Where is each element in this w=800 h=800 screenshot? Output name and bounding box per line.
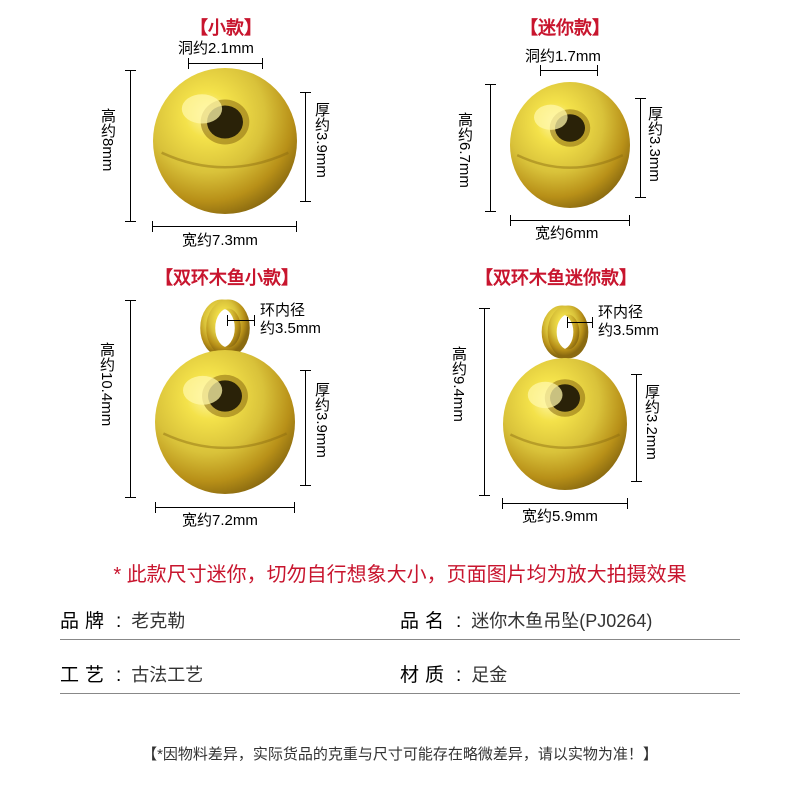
dim-label: 高约6.7mm bbox=[455, 112, 473, 188]
dim-label: 高约10.4mm bbox=[97, 342, 115, 426]
dim-label: 环内径 bbox=[260, 302, 305, 320]
dimension-line bbox=[305, 370, 306, 486]
dim-label: 洞约2.1mm bbox=[178, 40, 254, 58]
dim-label: 宽约5.9mm bbox=[522, 508, 598, 526]
spec-label: 品名 bbox=[400, 606, 450, 633]
gold-bead bbox=[503, 358, 627, 490]
spec-value: 迷你木鱼吊坠(PJ0264) bbox=[471, 607, 652, 633]
dim-label: 高约9.4mm bbox=[449, 346, 467, 422]
dimension-line bbox=[510, 220, 630, 221]
spec-cell: 品牌:老克勒 bbox=[60, 606, 400, 633]
dimension-line bbox=[188, 63, 263, 64]
spec-label: 品牌 bbox=[60, 606, 110, 633]
dim-label: 厚约3.9mm bbox=[312, 102, 330, 178]
spec-cell: 材质:足金 bbox=[400, 660, 740, 687]
dim-label: 约3.5mm bbox=[260, 320, 321, 338]
dim-label: 约3.5mm bbox=[598, 322, 659, 340]
dimension-line bbox=[152, 226, 297, 227]
dimension-line bbox=[502, 503, 628, 504]
gold-bead bbox=[155, 350, 295, 494]
dim-label: 洞约1.7mm bbox=[525, 48, 601, 66]
dimension-line bbox=[227, 320, 255, 321]
spec-cell: 品名:迷你木鱼吊坠(PJ0264) bbox=[400, 606, 740, 633]
dim-label: 厚约3.3mm bbox=[645, 106, 663, 182]
variant-title: 【双环木鱼小款】 bbox=[155, 264, 299, 290]
dim-label: 环内径 bbox=[598, 304, 643, 322]
variant-title: 【迷你款】 bbox=[520, 14, 610, 40]
variant-title: 【小款】 bbox=[190, 14, 262, 40]
spec-value: 足金 bbox=[471, 661, 507, 687]
warning-text: * 此款尺寸迷你，切勿自行想象大小，页面图片均为放大拍摄效果 bbox=[0, 558, 800, 587]
dimension-line bbox=[490, 84, 491, 212]
variant-title: 【双环木鱼迷你款】 bbox=[475, 264, 637, 290]
spec-label: 工艺 bbox=[60, 660, 110, 687]
spec-label: 材质 bbox=[400, 660, 450, 687]
dim-label: 高约8mm bbox=[98, 108, 116, 171]
dimension-line bbox=[130, 300, 131, 498]
dimension-line bbox=[636, 374, 637, 482]
dimension-line bbox=[305, 92, 306, 202]
dim-label: 厚约3.2mm bbox=[642, 384, 660, 460]
spec-cell: 工艺:古法工艺 bbox=[60, 660, 400, 687]
gold-bead bbox=[510, 82, 630, 208]
dimension-line bbox=[567, 322, 593, 323]
dim-label: 厚约3.9mm bbox=[312, 382, 330, 458]
spec-value: 古法工艺 bbox=[131, 661, 203, 687]
footer-disclaimer: 【*因物料差异，实际货品的克重与尺寸可能存在略微差异，请以实物为准！】 bbox=[0, 743, 800, 764]
dimension-line bbox=[640, 98, 641, 198]
gold-bead bbox=[153, 68, 297, 214]
spec-value: 老克勒 bbox=[131, 607, 185, 633]
dimension-line bbox=[540, 70, 598, 71]
dimension-line bbox=[130, 70, 131, 222]
dim-label: 宽约7.2mm bbox=[182, 512, 258, 530]
spec-row: 工艺:古法工艺材质:足金 bbox=[60, 660, 740, 694]
spec-row: 品牌:老克勒品名:迷你木鱼吊坠(PJ0264) bbox=[60, 606, 740, 640]
dimension-line bbox=[155, 507, 295, 508]
dim-label: 宽约7.3mm bbox=[182, 232, 258, 250]
dim-label: 宽约6mm bbox=[535, 225, 598, 243]
dimension-line bbox=[484, 308, 485, 496]
